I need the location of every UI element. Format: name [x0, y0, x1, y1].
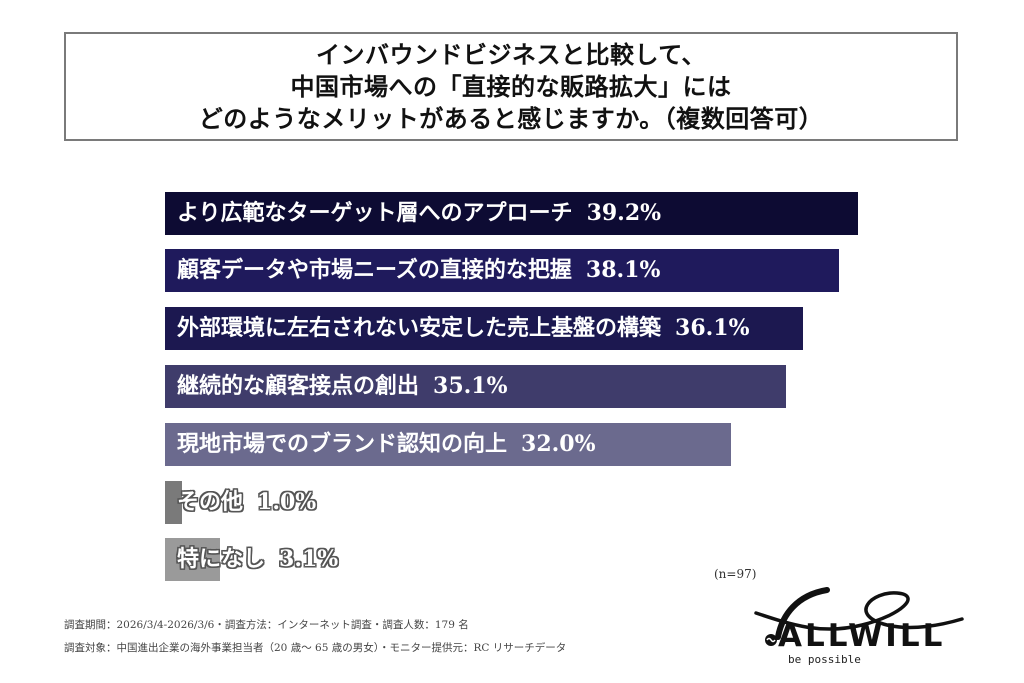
sample-size-label: (n=97)	[714, 567, 757, 581]
value-label: 3.1%	[279, 546, 339, 572]
category-label: 特になし	[177, 546, 266, 572]
bar-none	[165, 538, 220, 581]
value-label: 39.2%	[586, 200, 662, 226]
footnote-survey-period: 調査期間：2026/3/4-2026/3/6・調査方法：インターネット調査・調査…	[64, 619, 469, 631]
value-label: 32.0%	[521, 431, 596, 457]
bar-continuous-customer-contact	[165, 365, 786, 408]
bar-direct-customer-data	[165, 249, 839, 292]
bar-stable-revenue-base	[165, 307, 803, 350]
bar-label-direct-customer-data: 顧客データや市場ニーズの直接的な把握 38.1%	[177, 249, 660, 292]
value-label: 1.0%	[257, 489, 317, 515]
allwill-logo: ALLWILL be possible	[752, 585, 967, 670]
bar-label-wider-target-reach: より広範なターゲット層へのアプローチ 39.2%	[177, 192, 661, 235]
category-label: その他	[177, 489, 244, 515]
logo-swoosh-icon	[754, 587, 964, 640]
bar-label-local-brand-awareness: 現地市場でのブランド認知の向上 32.0%	[177, 423, 596, 466]
value-label: 38.1%	[585, 257, 661, 283]
bar-wider-target-reach	[165, 192, 858, 235]
category-label: より広範なターゲット層へのアプローチ	[177, 200, 573, 226]
category-label: 現地市場でのブランド認知の向上	[177, 431, 508, 457]
bar-label-other: その他 1.0%	[177, 481, 316, 524]
category-label: 外部環境に左右されない安定した売上基盤の構築	[177, 315, 662, 341]
logo-tagline: be possible	[788, 653, 861, 666]
value-label: 35.1%	[433, 373, 508, 399]
category-label: 顧客データや市場ニーズの直接的な把握	[177, 257, 572, 283]
chart-title-box: インバウンドビジネスと比較して、 中国市場への「直接的な販路拡大」には どのよう…	[64, 32, 958, 141]
title-line-3: どのようなメリットがあると感じますか。（複数回答可）	[198, 103, 824, 133]
title-line-2: 中国市場への「直接的な販路拡大」には	[290, 71, 732, 101]
bar-label-continuous-customer-contact: 継続的な顧客接点の創出 35.1%	[177, 365, 508, 408]
title-line-1: インバウンドビジネスと比較して、	[315, 39, 707, 69]
logo-wordmark: ALLWILL	[778, 618, 946, 654]
category-label: 継続的な顧客接点の創出	[177, 373, 420, 399]
bar-other	[165, 481, 182, 524]
logo-wave-dot-icon	[765, 634, 777, 646]
bar-local-brand-awareness	[165, 423, 731, 466]
bar-label-none: 特になし 3.1%	[177, 538, 338, 581]
bar-label-stable-revenue-base: 外部環境に左右されない安定した売上基盤の構築 36.1%	[177, 307, 750, 350]
value-label: 36.1%	[675, 315, 750, 341]
footnote-survey-target: 調査対象：中国進出企業の海外事業担当者（20 歳～ 65 歳の男女）・モニター提…	[64, 642, 567, 654]
